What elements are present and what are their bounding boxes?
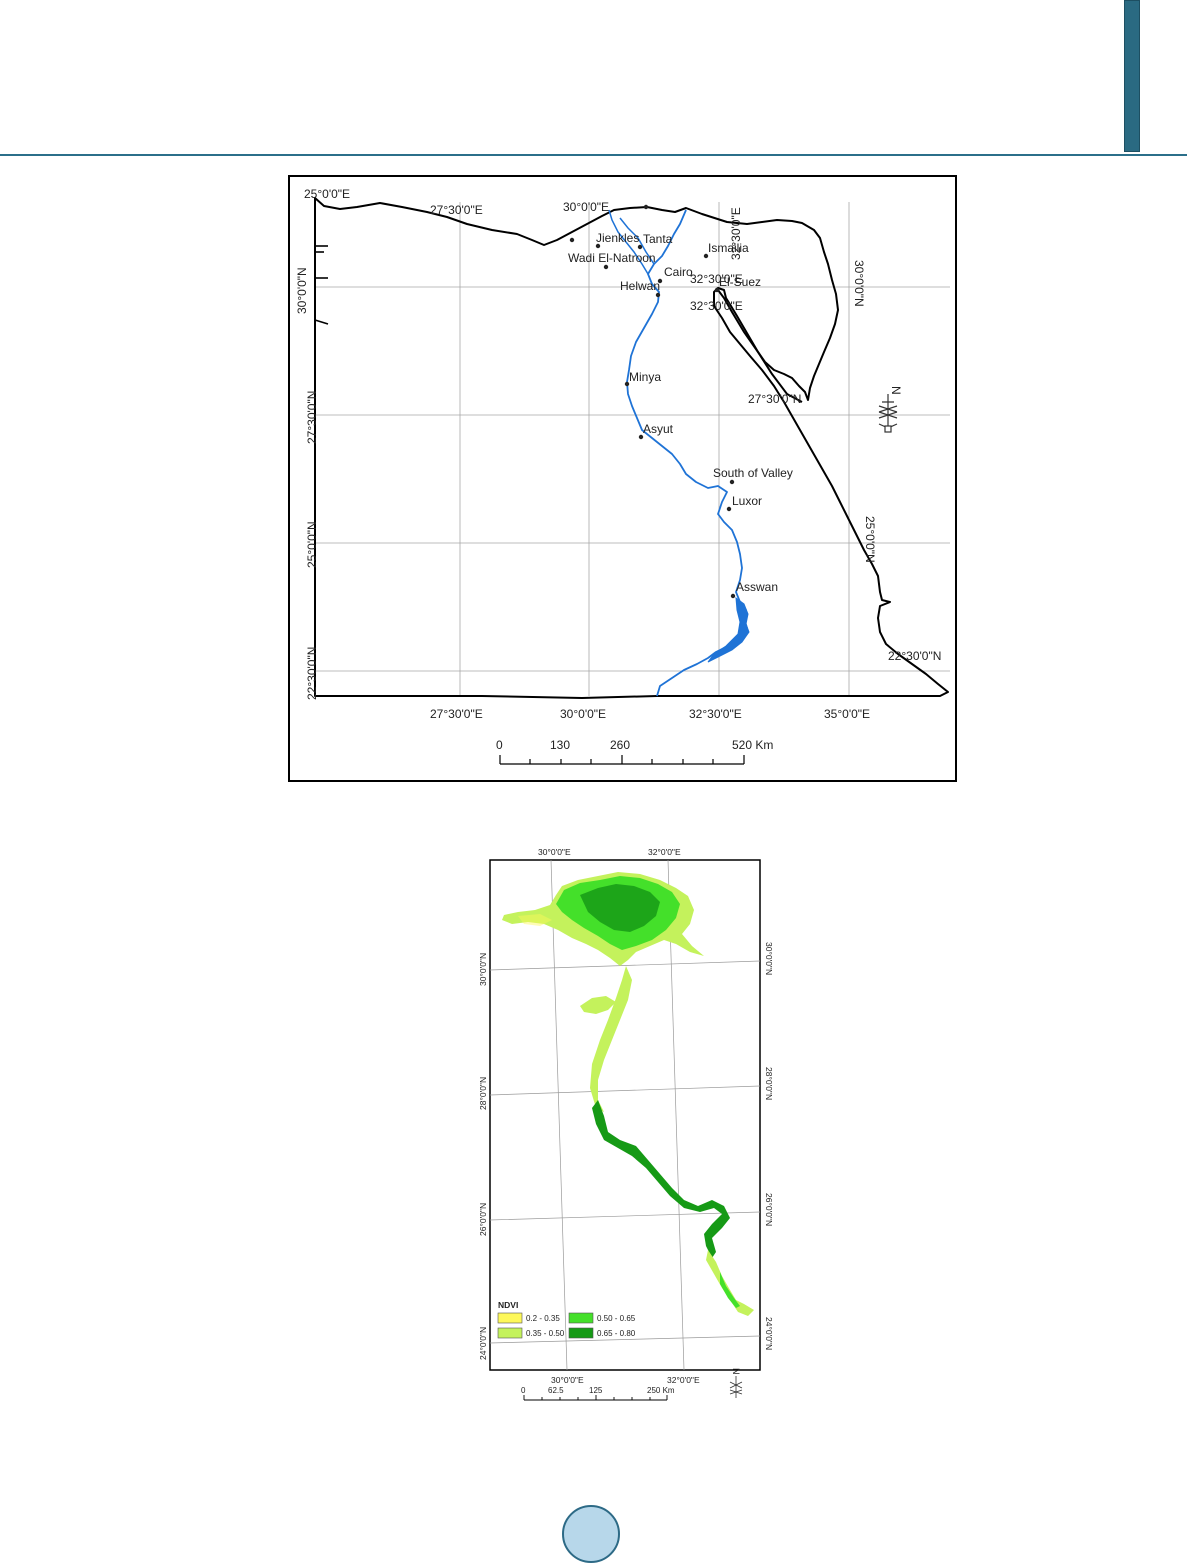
ndvi-legend-label-3: 0.50 - 0.65 xyxy=(597,1314,636,1323)
ndvi-label-lat-24-right: 24°0'0"N xyxy=(764,1317,774,1350)
city-label-minya: Minya xyxy=(629,370,661,384)
ndvi-legend-label-2: 0.35 - 0.50 xyxy=(526,1329,565,1338)
ndvi-legend-swatch-4 xyxy=(568,1327,594,1339)
city-label-south-of-valley: South of Valley xyxy=(713,466,793,480)
ndvi-label-lon-32-top: 32°0'0"E xyxy=(648,847,681,857)
ndvi-graticule-labels: 30°0'0"E 32°0'0"E 30°0'0"E 32°0'0"E 30°0… xyxy=(478,847,774,1385)
ndvi-legend-title: NDVI xyxy=(498,1300,518,1310)
label-lat-25-right: 25°0'0"N xyxy=(863,516,877,563)
city-label-asyut: Asyut xyxy=(643,422,674,436)
ndvi-scale-tick-125: 125 xyxy=(589,1386,603,1395)
label-lat-22-5-right: 22°30'0"N xyxy=(888,649,941,663)
label-lon-32-5-bottom: 32°30'0"E xyxy=(689,707,742,721)
city-label-tanta: Tanta xyxy=(643,232,673,246)
label-lat-27-5-left: 27°30'0"N xyxy=(305,391,319,444)
ndvi-legend-swatch-3 xyxy=(568,1312,594,1324)
scale-tick-130: 130 xyxy=(550,738,570,752)
label-lon-32-5-top: 32°30'0"E xyxy=(729,207,743,260)
ndvi-scale-tick-250: 250 Km xyxy=(647,1386,675,1395)
label-lon-25: 25°0'0"E xyxy=(304,187,350,201)
label-lon-27-5-bottom: 27°30'0"E xyxy=(430,707,483,721)
scale-bar: 0 130 260 520 Km xyxy=(496,738,773,765)
label-lat-30-right: 30°0'0"N xyxy=(852,260,866,307)
city-label-wadi-el-natroon: Wadi El-Natroon xyxy=(568,251,656,265)
ndvi-label-lon-30-bottom: 30°0'0"E xyxy=(551,1375,584,1385)
city-label-jienkles: Jienkles xyxy=(596,231,639,245)
ndvi-scale-tick-62-5: 62.5 xyxy=(548,1386,564,1395)
graticule xyxy=(314,202,950,696)
lake-nasser xyxy=(707,596,750,663)
ndvi-graticule xyxy=(489,859,761,1371)
ndvi-legend-label-1: 0.2 - 0.35 xyxy=(526,1314,560,1323)
city-label-cairo: Cairo xyxy=(664,265,693,279)
ndvi-scale-tick-0: 0 xyxy=(521,1386,526,1395)
city-label-helwan: Helwan xyxy=(620,279,660,293)
ndvi-legend-label-4: 0.65 - 0.80 xyxy=(597,1329,636,1338)
city-label-asswan: Asswan xyxy=(736,580,778,594)
scale-tick-0: 0 xyxy=(496,738,503,752)
ndvi-scale-bar: 0 62.5 125 250 Km xyxy=(521,1386,675,1401)
page-number-badge xyxy=(562,1505,620,1563)
city-label-el-suez: El-Suez xyxy=(719,275,761,289)
ndvi-north-arrow-icon: N xyxy=(729,1368,743,1398)
label-lat-22-5-left: 22°30'0"N xyxy=(305,647,319,700)
nile-delta-branches xyxy=(608,209,655,275)
side-tab xyxy=(1124,0,1140,152)
label-lon-32-5-inner-b: 32°30'0"E xyxy=(690,299,743,313)
ndvi-label-lat-26-left: 26°0'0"N xyxy=(478,1203,488,1236)
gulf-of-suez-coast xyxy=(717,289,803,403)
city-label-luxor: Luxor xyxy=(732,494,762,508)
egypt-map: Jienkles Tanta Ismailia Wadi El-Natroon … xyxy=(288,175,957,782)
label-lon-27-5-top: 27°30'0"E xyxy=(430,203,483,217)
header-rule xyxy=(0,154,1187,156)
label-lon-32-5-inner-a: 32°30'0"E xyxy=(690,272,743,286)
ndvi-legend: NDVI 0.2 - 0.35 0.35 - 0.50 0.50 - 0.65 … xyxy=(497,1300,636,1339)
label-lat-25-left: 25°0'0"N xyxy=(305,521,319,568)
ndvi-label-lat-30-left: 30°0'0"N xyxy=(478,953,488,986)
city-label-ismailia: Ismailia xyxy=(708,241,749,255)
ndvi-vegetation xyxy=(502,872,754,1316)
city-points xyxy=(569,204,736,599)
graticule-labels: 25°0'0"E 27°30'0"E 30°0'0"E 32°30'0"E 27… xyxy=(295,187,941,721)
scale-tick-520: 520 Km xyxy=(732,738,773,752)
label-lon-30-bottom: 30°0'0"E xyxy=(560,707,606,721)
label-lat-27-5-inner: 27°30'0"N xyxy=(748,392,801,406)
ndvi-label-lat-26-right: 26°0'0"N xyxy=(764,1193,774,1226)
ndvi-label-lon-32-bottom: 32°0'0"E xyxy=(667,1375,700,1385)
ndvi-label-lat-30-right: 30°0'0"N xyxy=(764,942,774,975)
ndvi-map-frame xyxy=(489,859,761,1371)
north-arrow-letter: N xyxy=(889,386,903,395)
egypt-border xyxy=(314,197,949,699)
label-lat-30-left: 30°0'0"N xyxy=(295,267,309,314)
egypt-map-canvas: Jienkles Tanta Ismailia Wadi El-Natroon … xyxy=(295,187,950,765)
ndvi-legend-swatch-1 xyxy=(497,1312,523,1324)
scale-tick-260: 260 xyxy=(610,738,630,752)
ndvi-label-lat-28-right: 28°0'0"N xyxy=(764,1067,774,1100)
ndvi-north-arrow-letter: N xyxy=(731,1368,741,1375)
city-labels: Jienkles Tanta Ismailia Wadi El-Natroon … xyxy=(568,231,793,594)
ndvi-legend-swatch-2 xyxy=(497,1327,523,1339)
border-ticks xyxy=(314,245,329,325)
label-lon-30-top: 30°0'0"E xyxy=(563,200,609,214)
north-arrow-icon: N xyxy=(878,386,903,433)
ndvi-label-lon-30-top: 30°0'0"E xyxy=(538,847,571,857)
ndvi-label-lat-28-left: 28°0'0"N xyxy=(478,1077,488,1110)
label-lon-35-bottom: 35°0'0"E xyxy=(824,707,870,721)
ndvi-label-lat-24-left: 24°0'0"N xyxy=(478,1327,488,1360)
